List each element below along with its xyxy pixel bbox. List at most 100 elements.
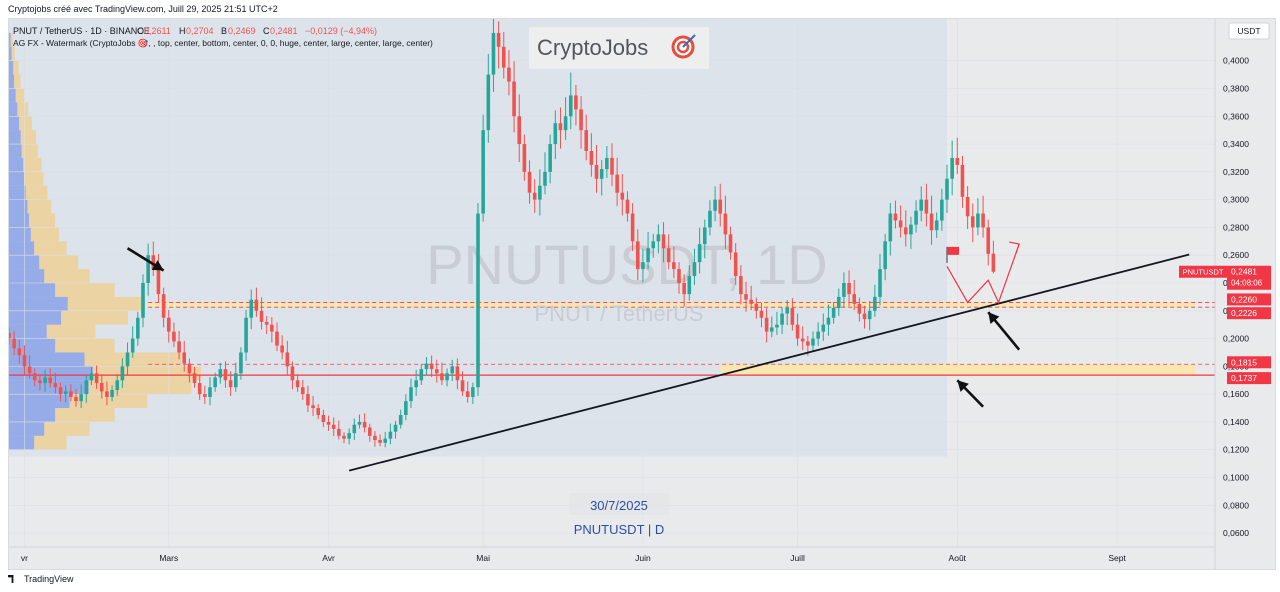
price-tick-label: 0,1400 bbox=[1223, 417, 1249, 427]
zone bbox=[720, 364, 1195, 376]
projection-path bbox=[946, 243, 1020, 305]
watermark-date: 30/7/2025 bbox=[590, 498, 648, 513]
chart-frame[interactable]: PNUTUSDT, 1D PNUT / TetherUS CryptoJobs … bbox=[8, 18, 1276, 570]
candle-body bbox=[780, 313, 784, 325]
price-tick-label: 0,2800 bbox=[1223, 222, 1249, 232]
legend-symbol: PNUT / TetherUS · 1D · BINANCE bbox=[13, 26, 150, 36]
candle-body bbox=[63, 391, 68, 395]
candle-body bbox=[79, 394, 83, 402]
candle-body bbox=[501, 46, 506, 68]
candle-body bbox=[445, 373, 449, 381]
candle-body bbox=[790, 308, 795, 325]
annotations[interactable] bbox=[126, 241, 1021, 408]
candle-body bbox=[290, 366, 295, 381]
candle-body bbox=[182, 352, 187, 364]
candle-body bbox=[857, 303, 862, 314]
candle-body bbox=[811, 338, 815, 346]
zone bbox=[148, 302, 1196, 308]
candle-body bbox=[213, 377, 217, 388]
candle-body bbox=[728, 234, 733, 253]
profile-row-orange bbox=[39, 255, 79, 270]
candle-body bbox=[651, 241, 656, 249]
candle-body bbox=[522, 144, 527, 172]
candle-body bbox=[527, 171, 532, 193]
profile-row-blue bbox=[9, 408, 56, 422]
profile-row-blue bbox=[9, 296, 68, 311]
candle-body bbox=[713, 199, 717, 211]
profile-row-blue bbox=[9, 227, 31, 242]
time-tick-label: vr bbox=[21, 553, 28, 563]
candle-body bbox=[656, 234, 661, 242]
legend-ohlc: O 0,2611 H 0,2704 B 0,2469 C 0,2481 −0,0129 (−4,… bbox=[137, 26, 377, 36]
candle-body bbox=[94, 373, 99, 384]
candle-body bbox=[630, 213, 635, 242]
candle-body bbox=[847, 283, 851, 295]
candle-body bbox=[769, 327, 774, 332]
candle-body bbox=[22, 355, 27, 367]
candle-body bbox=[429, 363, 434, 370]
candle-body bbox=[275, 331, 279, 346]
target-icon bbox=[671, 34, 696, 59]
candle-body bbox=[270, 324, 274, 332]
candle-body bbox=[852, 294, 857, 304]
horizontal-levels[interactable] bbox=[9, 302, 1215, 376]
candle-body bbox=[496, 32, 501, 47]
candle-body bbox=[440, 373, 444, 381]
price-tick-label: 0,1200 bbox=[1223, 445, 1249, 455]
candle-body bbox=[69, 391, 73, 397]
profile-row-orange bbox=[55, 338, 115, 353]
candle-body bbox=[48, 377, 53, 384]
candle-body bbox=[12, 338, 16, 349]
candle-body bbox=[9, 333, 11, 339]
currency-label: USDT bbox=[1237, 26, 1260, 36]
profile-row-orange bbox=[25, 185, 48, 200]
candle-body bbox=[146, 255, 150, 283]
candle-body bbox=[991, 253, 996, 272]
tradingview-logo-icon bbox=[8, 575, 14, 583]
trendline[interactable] bbox=[348, 253, 1190, 472]
last-price-tag bbox=[1227, 265, 1271, 290]
watermark-symbol: PNUTUSDT, 1D bbox=[426, 233, 827, 296]
candle-body bbox=[919, 199, 924, 211]
currency-button[interactable] bbox=[1228, 22, 1270, 40]
profile-row-blue bbox=[9, 102, 18, 117]
candle-body bbox=[625, 199, 630, 214]
candle-body bbox=[635, 241, 640, 270]
candle-body bbox=[940, 199, 944, 221]
candle-body bbox=[53, 383, 58, 388]
price-chart[interactable]: PNUTUSDT, 1D PNUT / TetherUS CryptoJobs … bbox=[9, 19, 1275, 569]
candle-body bbox=[58, 387, 63, 395]
profile-row-blue bbox=[9, 213, 30, 228]
candle-body bbox=[960, 164, 965, 197]
candle-body bbox=[538, 185, 542, 200]
candle-body bbox=[239, 352, 243, 374]
profile-row-blue bbox=[9, 310, 62, 325]
candle-body bbox=[357, 421, 362, 425]
profile-row-orange bbox=[55, 408, 115, 422]
candle-body bbox=[800, 338, 805, 342]
time-tick-label: Avr bbox=[322, 553, 335, 563]
candle-body bbox=[89, 373, 94, 381]
price-tick-label: 0,3600 bbox=[1223, 111, 1249, 121]
profile-row-orange bbox=[34, 241, 67, 256]
candle-body bbox=[893, 213, 898, 221]
candle-body bbox=[692, 262, 697, 277]
tradingview-logo[interactable]: TradingView bbox=[8, 574, 74, 584]
time-axis[interactable]: vr Mars Avr Mai Juin Juill Août Sept bbox=[9, 546, 1215, 563]
candle-body bbox=[203, 394, 207, 397]
candle-body bbox=[151, 255, 156, 270]
candle-body bbox=[311, 405, 315, 409]
time-tick-label: Sept bbox=[1108, 553, 1126, 563]
candle-body bbox=[739, 276, 743, 295]
footer-bar: TradingView bbox=[0, 570, 1280, 592]
legend-ohlc-value: 0,2469 bbox=[228, 26, 256, 36]
time-tick-label: Mai bbox=[476, 553, 490, 563]
candle-body bbox=[43, 377, 47, 384]
candle-body bbox=[806, 341, 810, 346]
candle-body bbox=[718, 199, 723, 214]
candle-body bbox=[605, 157, 609, 170]
candle-body bbox=[249, 299, 254, 318]
candle-body bbox=[672, 262, 676, 270]
level-price-tag bbox=[1227, 307, 1271, 320]
candle-body bbox=[888, 213, 893, 242]
